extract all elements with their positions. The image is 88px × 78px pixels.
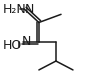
Text: HO: HO bbox=[3, 39, 22, 52]
Text: H₂N: H₂N bbox=[3, 3, 27, 16]
Text: N: N bbox=[24, 3, 34, 16]
Text: N: N bbox=[22, 35, 31, 48]
